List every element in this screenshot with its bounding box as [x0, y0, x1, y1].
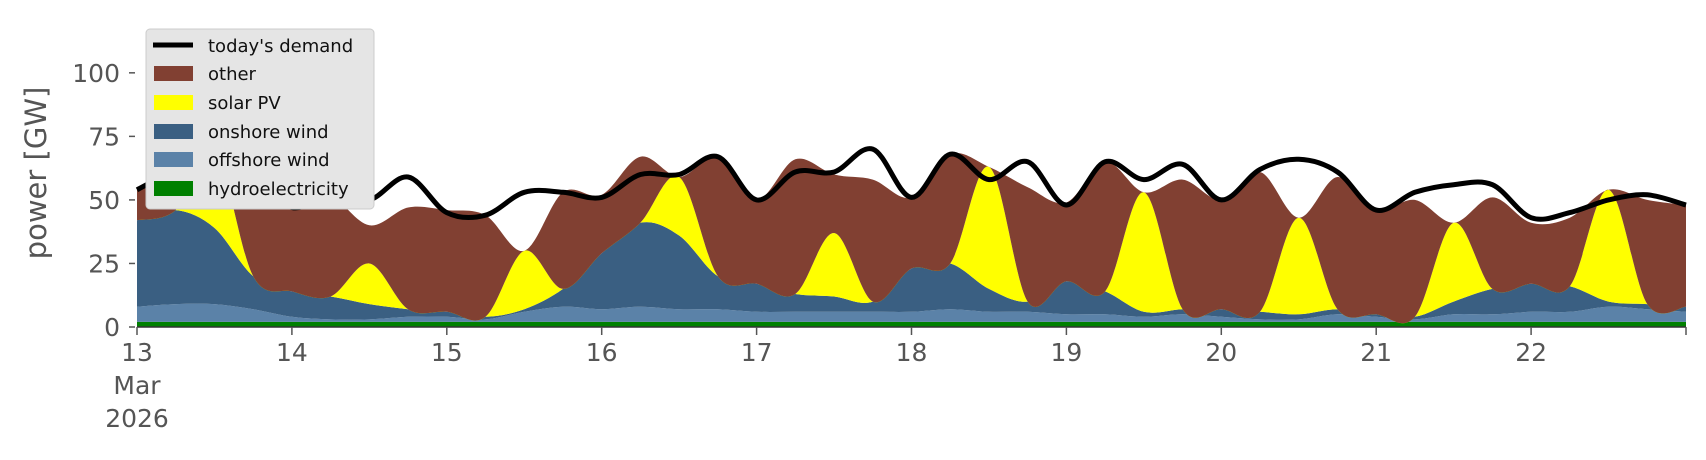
x-tick-label: 20	[1205, 338, 1237, 367]
demand-line	[135, 146, 1687, 222]
y-tick-label: 100	[72, 59, 120, 88]
x-tick-label: 17	[741, 338, 773, 367]
area-other	[137, 150, 1686, 324]
legend-swatch-onshore	[154, 124, 193, 139]
legend-label-hydro: hydroelectricity	[208, 179, 349, 200]
stacked-areas	[137, 150, 1686, 327]
x-tick-label: 14	[276, 338, 308, 367]
legend-swatch-hydro	[154, 181, 193, 196]
plot-area	[135, 146, 1687, 327]
y-tick-label: 75	[88, 122, 120, 151]
legend-label-solar: solar PV	[208, 93, 281, 114]
legend-label-offshore: offshore wind	[208, 150, 330, 171]
y-tick-label: 0	[104, 313, 120, 342]
y-tick-label: 25	[88, 249, 120, 278]
legend-label-onshore: onshore wind	[208, 122, 329, 143]
y-tick-label: 50	[88, 186, 120, 215]
area-solar-pv	[137, 150, 1686, 324]
legend-swatch-other	[154, 66, 193, 81]
area-offshore-wind	[137, 303, 1686, 322]
x-tick-sublabel: Mar	[113, 371, 161, 400]
x-tick-label: 13	[121, 338, 153, 367]
axes: 0 25 50 75 100 13 Mar 2026 14 15 16 17 18 19 20 21 22	[72, 59, 1687, 433]
x-tick-label: 19	[1050, 338, 1082, 367]
x-tick-sublabel: 2026	[105, 404, 169, 433]
x-tick-label: 21	[1360, 338, 1392, 367]
legend-label-demand: today's demand	[208, 36, 353, 57]
legend: today's demand other solar PV onshore wi…	[145, 28, 375, 210]
area-hydroelectricity	[137, 321, 1686, 327]
x-tick-label: 16	[586, 338, 618, 367]
area-onshore-wind	[137, 209, 1686, 320]
legend-box	[145, 28, 375, 210]
x-tick-label: 15	[431, 338, 463, 367]
legend-label-other: other	[208, 64, 257, 85]
legend-swatch-solar	[154, 95, 193, 110]
x-tick-label: 18	[896, 338, 928, 367]
y-axis-label: power [GW]	[19, 87, 53, 260]
legend-swatch-offshore	[154, 152, 193, 167]
x-tick-label: 22	[1515, 338, 1547, 367]
